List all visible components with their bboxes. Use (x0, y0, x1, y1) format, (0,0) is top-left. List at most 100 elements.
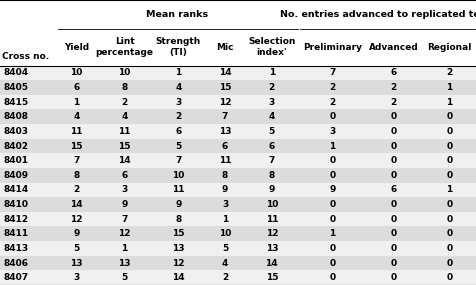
Bar (0, 270, 476, 285)
Text: 10: 10 (218, 229, 231, 238)
Text: 8405: 8405 (4, 83, 29, 92)
Bar (0, 109, 476, 124)
Text: 2: 2 (328, 98, 335, 107)
Text: 3: 3 (175, 98, 181, 107)
Text: 4: 4 (268, 112, 275, 121)
Text: 1: 1 (268, 68, 274, 77)
Text: 2: 2 (445, 68, 451, 77)
Text: 8412: 8412 (4, 215, 29, 224)
Text: 8408: 8408 (4, 112, 29, 121)
Text: 0: 0 (390, 215, 396, 224)
Text: 9: 9 (221, 186, 228, 194)
Text: 4: 4 (221, 258, 228, 268)
Text: Lint
percentage: Lint percentage (95, 37, 153, 57)
Text: 0: 0 (328, 156, 335, 165)
Text: 15: 15 (218, 83, 231, 92)
Text: Preliminary: Preliminary (302, 42, 361, 52)
Text: 9: 9 (121, 200, 128, 209)
Text: 0: 0 (445, 258, 451, 268)
Text: 2: 2 (221, 273, 228, 282)
Text: Advanced: Advanced (368, 42, 418, 52)
Text: 7: 7 (221, 112, 228, 121)
Bar (0, 153, 476, 168)
Text: 15: 15 (172, 229, 184, 238)
Text: 2: 2 (73, 186, 79, 194)
Text: 8414: 8414 (4, 186, 29, 194)
Text: 13: 13 (218, 127, 231, 136)
Text: 0: 0 (390, 273, 396, 282)
Bar (0, 95, 476, 109)
Text: 4: 4 (73, 112, 79, 121)
Text: 3: 3 (328, 127, 335, 136)
Text: 1: 1 (445, 83, 451, 92)
Text: 15: 15 (265, 273, 278, 282)
Bar (0, 212, 476, 227)
Text: 11: 11 (218, 156, 231, 165)
Bar (0, 124, 476, 139)
Text: 5: 5 (221, 244, 228, 253)
Text: 12: 12 (118, 229, 130, 238)
Bar (0, 227, 476, 241)
Text: 0: 0 (390, 244, 396, 253)
Text: 0: 0 (390, 258, 396, 268)
Text: 2: 2 (175, 112, 181, 121)
Text: 6: 6 (73, 83, 79, 92)
Text: 9: 9 (328, 186, 335, 194)
Text: 8: 8 (73, 171, 79, 180)
Text: 15: 15 (70, 142, 83, 150)
Bar (0, 139, 476, 153)
Bar (0, 66, 476, 80)
Text: 12: 12 (172, 258, 184, 268)
Text: 10: 10 (118, 68, 130, 77)
Text: 8401: 8401 (4, 156, 29, 165)
Text: 2: 2 (390, 98, 396, 107)
Text: 0: 0 (390, 171, 396, 180)
Text: 8409: 8409 (4, 171, 29, 180)
Text: 11: 11 (70, 127, 83, 136)
Text: 8: 8 (268, 171, 274, 180)
Text: 0: 0 (390, 112, 396, 121)
Text: 6: 6 (390, 186, 396, 194)
Text: 6: 6 (268, 142, 274, 150)
Text: 8410: 8410 (4, 200, 29, 209)
Text: 0: 0 (328, 273, 335, 282)
Text: 5: 5 (268, 127, 274, 136)
Bar (0, 168, 476, 183)
Text: 0: 0 (445, 127, 451, 136)
Text: 8402: 8402 (4, 142, 29, 150)
Text: 8: 8 (175, 215, 181, 224)
Text: 1: 1 (175, 68, 181, 77)
Text: 7: 7 (328, 68, 335, 77)
Text: 6: 6 (390, 68, 396, 77)
Text: 5: 5 (73, 244, 79, 253)
Text: 13: 13 (118, 258, 130, 268)
Text: 7: 7 (121, 215, 128, 224)
Text: 2: 2 (390, 83, 396, 92)
Text: 9: 9 (268, 186, 275, 194)
Text: 11: 11 (172, 186, 184, 194)
Text: 0: 0 (445, 142, 451, 150)
Text: 6: 6 (121, 171, 128, 180)
Text: 3: 3 (121, 186, 128, 194)
Text: 12: 12 (70, 215, 83, 224)
Bar (0, 197, 476, 212)
Text: 13: 13 (70, 258, 83, 268)
Text: 4: 4 (121, 112, 128, 121)
Text: 3: 3 (221, 200, 228, 209)
Text: 11: 11 (265, 215, 278, 224)
Text: 8406: 8406 (4, 258, 29, 268)
Text: 8407: 8407 (4, 273, 29, 282)
Text: 8404: 8404 (4, 68, 29, 77)
Text: 0: 0 (445, 171, 451, 180)
Text: 10: 10 (70, 68, 83, 77)
Text: Yield: Yield (64, 42, 89, 52)
Text: 12: 12 (218, 98, 231, 107)
Text: 8403: 8403 (4, 127, 29, 136)
Bar (0, 256, 476, 270)
Text: 0: 0 (445, 112, 451, 121)
Text: 0: 0 (445, 156, 451, 165)
Text: 14: 14 (70, 200, 83, 209)
Text: 14: 14 (172, 273, 184, 282)
Text: 1: 1 (328, 229, 335, 238)
Text: 8415: 8415 (4, 98, 29, 107)
